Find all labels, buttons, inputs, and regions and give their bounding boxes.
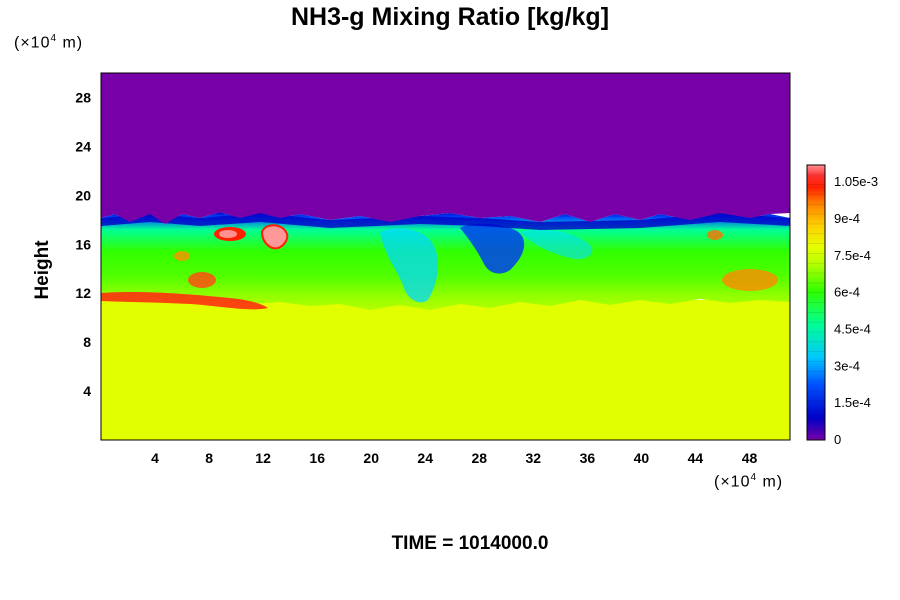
y-tick-label: 4 <box>83 383 91 399</box>
heatmap-field <box>101 73 790 440</box>
mixing-layer <box>101 212 790 310</box>
pink-blob-2 <box>260 224 289 250</box>
orange-blob-1 <box>188 272 216 288</box>
colorbar-tick-label: 0 <box>834 432 841 447</box>
pink-blob-1 <box>219 230 237 238</box>
y-tick-label: 16 <box>75 236 91 252</box>
x-tick-label: 32 <box>526 450 542 466</box>
x-tick-label: 28 <box>472 450 488 466</box>
upper-layer <box>101 73 790 224</box>
time-label: TIME = 1014000.0 <box>391 533 549 554</box>
cyan-tongue-1 <box>380 228 439 303</box>
lower-layer <box>101 300 790 440</box>
x-tick-label: 12 <box>255 450 271 466</box>
x-tick-label: 16 <box>309 450 325 466</box>
x-tick-label: 24 <box>417 450 433 466</box>
x-tick-label: 44 <box>688 450 704 466</box>
colorbar <box>806 164 826 441</box>
y-axis-unit: (×104 m) <box>14 33 84 52</box>
x-tick-label: 4 <box>151 450 159 466</box>
x-tick-label: 20 <box>363 450 379 466</box>
y-tick-label: 24 <box>75 138 91 154</box>
colorbar-tick-label: 1.5e-4 <box>834 395 871 410</box>
colorbar-tick-labels: 0 1.5e-4 3e-4 4.5e-4 6e-4 7.5e-4 9e-4 1.05e-3 <box>834 174 878 447</box>
x-axis-unit: (×104 m) <box>714 472 784 491</box>
y-tick-label: 20 <box>75 187 91 203</box>
y-tick-label: 28 <box>75 90 91 106</box>
cyan-tongue-2 <box>520 229 593 260</box>
colorbar-tick-label: 3e-4 <box>834 358 860 373</box>
x-tick-label: 40 <box>634 450 650 466</box>
y-tick-label: 8 <box>83 334 91 350</box>
blue-plume <box>460 223 525 274</box>
colorbar-tick-label: 9e-4 <box>834 211 860 226</box>
colorbar-tick-label: 7.5e-4 <box>834 248 871 263</box>
y-tick-label: 12 <box>75 285 91 301</box>
x-tick-label: 36 <box>580 450 596 466</box>
colorbar-tick-label: 1.05e-3 <box>834 174 878 189</box>
x-tick-labels: 4 8 12 16 20 24 28 32 36 40 44 48 <box>151 450 757 466</box>
x-tick-label: 8 <box>205 450 213 466</box>
chart-title: NH3-g Mixing Ratio [kg/kg] <box>290 3 610 31</box>
orange-blob-3 <box>722 269 778 291</box>
x-tick-label: 48 <box>742 450 758 466</box>
orange-blob-4 <box>707 230 723 240</box>
blue-cap <box>101 213 790 230</box>
red-band <box>101 291 268 310</box>
y-tick-labels: 4 8 12 16 20 24 28 <box>75 90 91 400</box>
orange-blob-2 <box>174 251 190 261</box>
colorbar-tick-label: 6e-4 <box>834 285 860 300</box>
colorbar-levels <box>807 174 825 431</box>
plot-frame <box>100 72 791 441</box>
colorbar-tick-label: 4.5e-4 <box>834 322 871 337</box>
